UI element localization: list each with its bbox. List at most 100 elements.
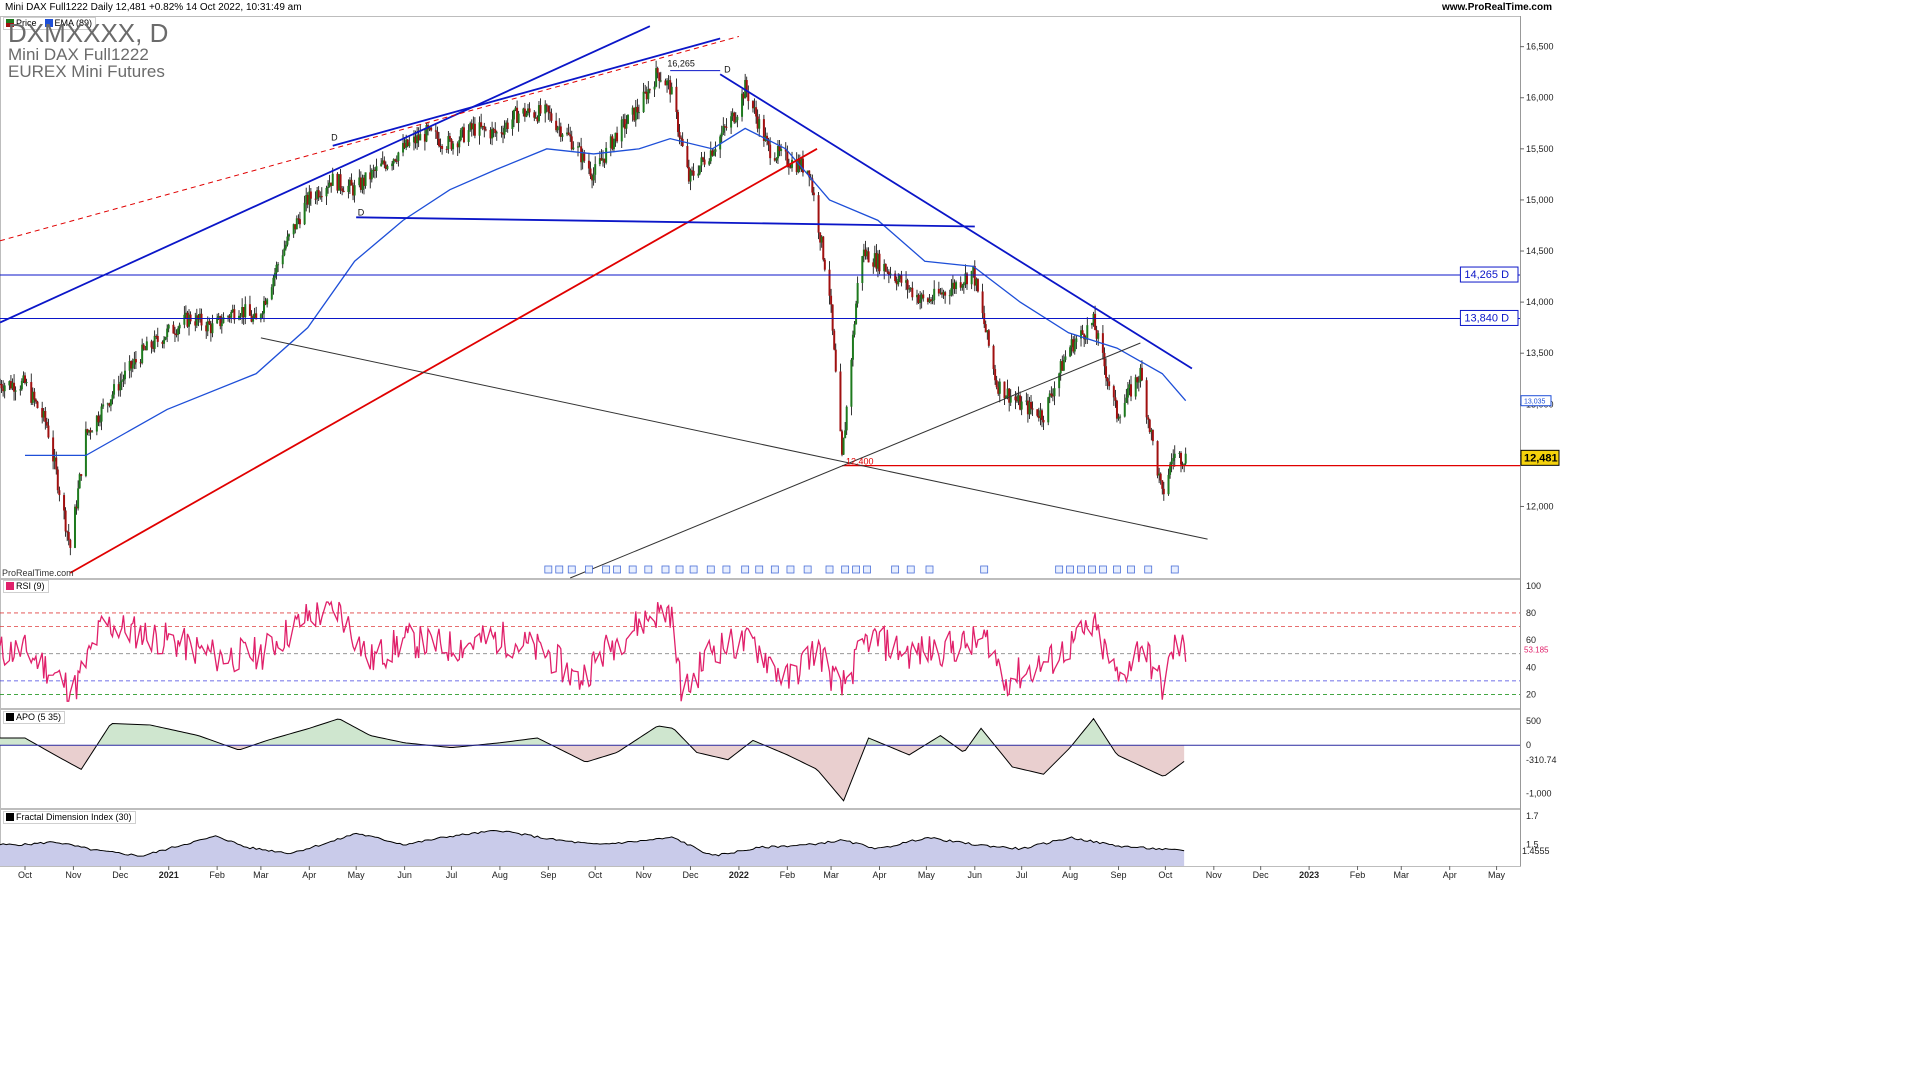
candle-up [505,122,508,128]
candle-down [922,294,925,299]
site-link[interactable]: www.ProRealTime.com [1441,2,1552,13]
candle-down [894,273,897,281]
candle-down [1180,452,1183,465]
fdi-line [0,830,1185,857]
candle-up [602,158,605,161]
x-tick-label: Oct [588,870,603,880]
candle-up [19,389,22,391]
candle-down [473,123,476,136]
candle-up [364,172,367,186]
candle-up [544,104,547,114]
candle-up [1183,463,1186,465]
candle-up [316,190,319,199]
x-tick-label: May [918,870,936,880]
candle-up [1047,397,1050,423]
candle-down [63,495,66,511]
candle-up [566,132,569,135]
axes: Oct Nov Dec 2021 Feb Mar Apr May Jun Jul Aug Sep Oct… [18,42,1560,880]
candle-up [275,264,278,273]
candle-up [425,125,428,142]
candle-up [1169,464,1172,475]
candle-up [866,251,869,257]
candle-down [9,381,12,389]
fdi-panel[interactable] [0,830,1185,866]
event-marker-icon [770,565,779,574]
candle-down [1083,334,1086,340]
candle-down [603,158,606,163]
candle-up [845,406,848,431]
instrument-name: Mini DAX Full1222 [8,45,149,64]
candle-down [56,469,59,491]
candle-down [940,292,943,295]
neckline-line [356,216,975,228]
candle-up [31,391,34,403]
candle-down [887,271,890,275]
candle-down [330,182,333,186]
candle-down [751,101,754,109]
candle-down [36,401,39,409]
candle-up [153,335,156,349]
candle-up [325,187,328,197]
candle-up [897,278,900,285]
x-tick-label: Dec [112,870,129,880]
x-tick-label: Aug [492,870,508,880]
candle-up [1080,330,1083,339]
candle-up [522,108,525,114]
candle-down [417,135,420,141]
candle-up [594,164,597,175]
candle-down [878,253,881,272]
candle-down [1151,430,1154,442]
candle-down [1051,395,1054,397]
candle-down [69,539,72,548]
apo-panel[interactable] [0,717,1520,802]
candle-down [480,122,483,128]
x-tick-label: Nov [1206,870,1223,880]
annotation-low-value: 12,400 [846,457,874,467]
candle-up [452,143,455,150]
candle-up [1069,347,1072,357]
candle-down [189,314,192,322]
candle-down [944,292,947,296]
price-panel[interactable]: 16,265 D D D 12,400 14,265 D 13,840 D [0,25,1520,579]
panel-frame-rsi [0,579,1521,709]
candle-down [30,382,33,403]
last-price-tag-box [1520,449,1560,466]
candle-up [950,288,953,296]
candle-down [884,263,887,272]
candle-down [973,266,976,286]
candle-down [0,383,1,385]
candle-down [766,135,769,140]
candle-up [305,195,308,203]
candle-up [1075,338,1078,343]
x-tick-label: Feb [1350,870,1366,880]
candle-down [1040,410,1043,420]
candle-down [142,344,145,349]
candle-down [687,167,690,182]
candle-down [13,382,16,392]
candle-up [164,336,167,340]
candle-up [931,300,934,302]
candle-up [1062,359,1065,371]
candle-down [787,165,790,168]
candle-down [723,126,726,128]
candle-up [998,381,1001,394]
rsi-panel[interactable] [0,600,1520,702]
event-marker-icon [786,565,795,574]
rsi-y-label: 80 [1526,608,1536,618]
x-tick-label: 2021 [159,870,179,880]
candle-down [623,119,626,129]
candle-down [555,120,558,131]
candle-down [926,298,929,302]
event-marker-icon [863,565,871,574]
event-marker-icon [1088,565,1096,574]
panel-frames [0,16,1521,867]
candle-up [689,170,692,182]
candle-down [701,157,704,160]
candle-down [1156,441,1159,476]
candle-down [41,408,44,418]
candle-up [905,280,908,283]
candle-down [423,134,426,142]
candle-up [975,279,978,286]
candle-down [686,146,689,168]
apo-positive-fill [0,718,1185,746]
